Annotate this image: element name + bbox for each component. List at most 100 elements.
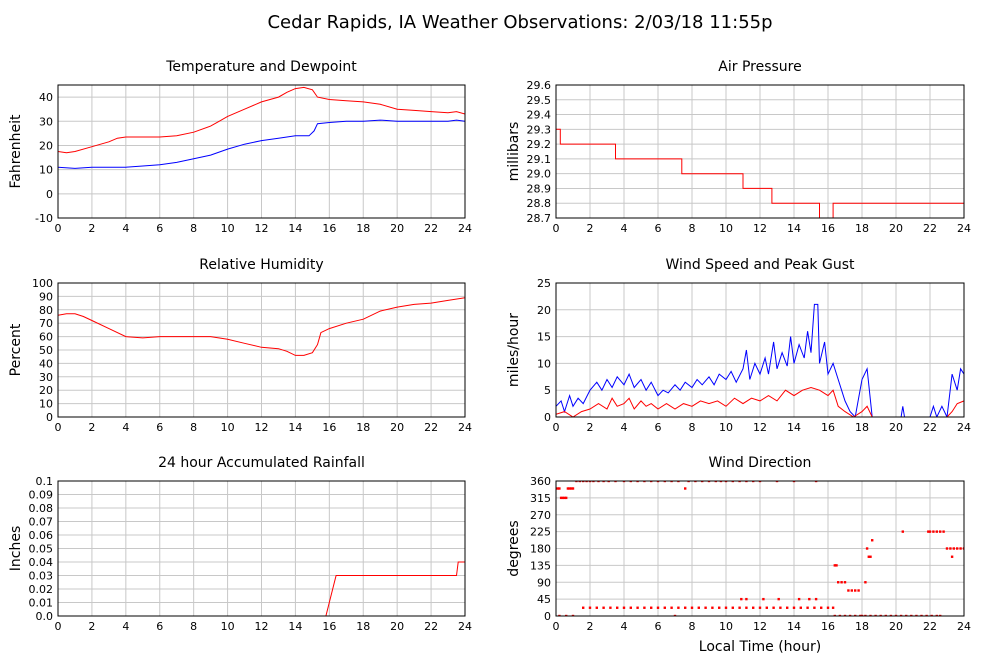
- x-tick-label: 22: [923, 222, 937, 235]
- x-tick-label: 18: [855, 222, 869, 235]
- data-point: [765, 606, 768, 609]
- data-point: [956, 547, 959, 550]
- data-point: [677, 481, 680, 483]
- data-point: [930, 614, 933, 616]
- data-point: [901, 530, 904, 533]
- data-point: [565, 496, 568, 500]
- data-point: [777, 597, 780, 601]
- y-axis-label: degrees: [506, 520, 522, 576]
- plot-frame: [57, 480, 466, 617]
- data-point: [724, 481, 728, 483]
- x-tick-label: 6: [156, 620, 163, 633]
- data-point: [643, 606, 646, 609]
- y-tick-label: 360: [530, 475, 551, 488]
- data-point: [939, 614, 942, 616]
- chart-title: Air Pressure: [718, 59, 801, 75]
- data-point: [840, 581, 843, 584]
- data-point: [684, 487, 687, 490]
- y-tick-label: 20: [39, 384, 53, 397]
- data-point: [833, 564, 836, 567]
- x-tick-label: 8: [190, 620, 197, 633]
- data-point: [752, 606, 755, 609]
- data-point: [629, 606, 632, 609]
- x-tick-label: 10: [719, 620, 733, 633]
- y-tick-label: 15: [537, 331, 551, 344]
- x-tick-label: 12: [255, 421, 269, 434]
- data-point: [707, 481, 711, 483]
- chart-title: Relative Humidity: [199, 257, 323, 273]
- x-tick-label: 22: [424, 222, 438, 235]
- x-tick-label: 12: [753, 222, 767, 235]
- data-point: [697, 606, 700, 609]
- data-point: [850, 589, 853, 592]
- data-point: [566, 487, 570, 490]
- data-point: [745, 481, 748, 483]
- y-tick-label: 315: [530, 492, 551, 505]
- x-axis-label: Local Time (hour): [699, 639, 821, 655]
- data-point: [910, 614, 913, 616]
- data-point: [879, 614, 882, 616]
- y-tick-label: 0.06: [29, 529, 54, 542]
- y-tick-label: 0: [46, 188, 53, 201]
- data-point: [758, 481, 762, 483]
- data-point: [607, 481, 610, 483]
- y-tick-label: 29.1: [527, 153, 552, 166]
- y-tick-label: 90: [537, 576, 551, 589]
- x-tick-label: 4: [621, 222, 628, 235]
- x-tick-label: 12: [255, 620, 269, 633]
- data-point: [927, 530, 930, 533]
- y-tick-label: 20: [537, 304, 551, 317]
- data-point: [643, 481, 646, 483]
- data-point: [609, 606, 612, 609]
- data-point: [656, 481, 660, 483]
- data-point: [915, 614, 918, 616]
- chart-title: Wind Direction: [709, 455, 812, 471]
- data-point: [687, 481, 690, 483]
- data-point: [565, 614, 568, 616]
- data-point: [854, 589, 857, 592]
- plot-frame: [57, 84, 466, 219]
- y-tick-label: 10: [537, 357, 551, 370]
- x-tick-label: 14: [288, 421, 302, 434]
- data-point: [558, 487, 561, 490]
- y-tick-label: 50: [39, 344, 53, 357]
- plot-frame: [555, 84, 965, 219]
- series-points: [556, 481, 964, 616]
- x-tick-label: 16: [821, 620, 835, 633]
- y-tick-label: 0.0: [36, 610, 54, 623]
- plot-area: [556, 481, 964, 616]
- data-point: [837, 581, 840, 584]
- data-point: [636, 606, 639, 609]
- chart-title: Wind Speed and Peak Gust: [666, 257, 855, 273]
- y-tick-label: 45: [537, 593, 551, 606]
- y-tick-label: 0: [544, 411, 551, 424]
- series-line-1: [556, 128, 964, 218]
- data-point: [867, 555, 870, 558]
- plot-area: [556, 128, 964, 218]
- data-point: [602, 481, 605, 483]
- y-tick-label: 40: [39, 357, 53, 370]
- series-line-1: [58, 297, 465, 356]
- data-point: [772, 606, 775, 609]
- x-tick-label: 0: [553, 222, 560, 235]
- data-point: [792, 481, 796, 483]
- y-tick-label: 100: [32, 277, 53, 290]
- data-point: [848, 614, 852, 616]
- data-point: [847, 589, 850, 592]
- data-point: [831, 606, 835, 609]
- x-tick-label: 12: [753, 620, 767, 633]
- data-point: [920, 614, 923, 616]
- y-axis-label: Percent: [8, 323, 24, 376]
- data-point: [869, 614, 872, 616]
- data-point: [871, 539, 874, 542]
- x-tick-label: 4: [122, 620, 129, 633]
- y-tick-label: 30: [39, 371, 53, 384]
- y-tick-label: 29.6: [527, 79, 552, 92]
- chart-title: 24 hour Accumulated Rainfall: [158, 455, 365, 471]
- x-tick-label: 14: [288, 222, 302, 235]
- data-point: [731, 606, 734, 609]
- y-tick-label: 0.07: [29, 516, 54, 529]
- x-tick-label: 6: [156, 421, 163, 434]
- data-point: [571, 487, 575, 490]
